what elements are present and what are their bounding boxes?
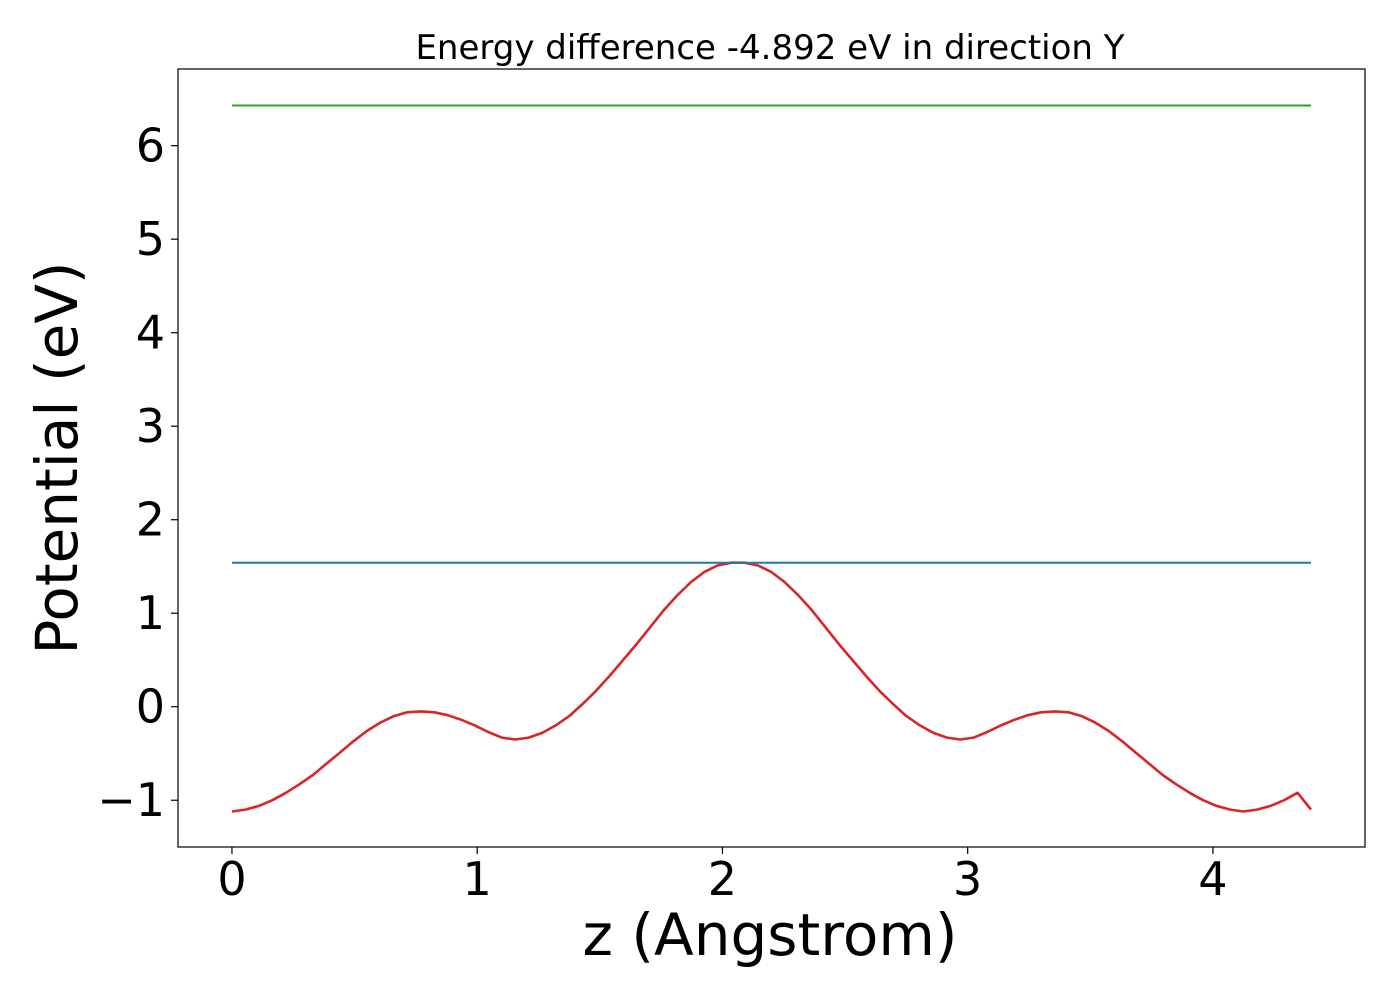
y-tick-label: 2 bbox=[136, 493, 165, 547]
x-tick-label: 1 bbox=[463, 852, 492, 906]
x-axis-label: z (Angstrom) bbox=[583, 901, 958, 969]
plot-frame bbox=[177, 68, 1366, 848]
y-axis-ticks: −1 0 1 2 3 4 5 6 bbox=[97, 119, 178, 827]
chart-title: Energy difference -4.892 eV in direction… bbox=[415, 28, 1124, 68]
x-tick-label: 4 bbox=[1198, 852, 1227, 906]
y-tick-label: 6 bbox=[136, 119, 165, 173]
y-tick-label: −1 bbox=[97, 773, 165, 827]
y-tick-label: 5 bbox=[136, 212, 165, 266]
y-tick-label: 3 bbox=[136, 399, 165, 453]
x-axis-ticks: 0 1 2 3 4 bbox=[217, 847, 1228, 906]
y-tick-label: 0 bbox=[136, 680, 165, 734]
y-tick-label: 1 bbox=[136, 586, 165, 640]
x-tick-label: 3 bbox=[953, 852, 982, 906]
y-axis-label: Potential (eV) bbox=[23, 261, 91, 654]
plot-area bbox=[231, 104, 1313, 813]
x-tick-label: 0 bbox=[217, 852, 246, 906]
y-tick-label: 4 bbox=[136, 306, 165, 360]
x-tick-label: 2 bbox=[708, 852, 737, 906]
series-line-1 bbox=[231, 561, 1313, 813]
